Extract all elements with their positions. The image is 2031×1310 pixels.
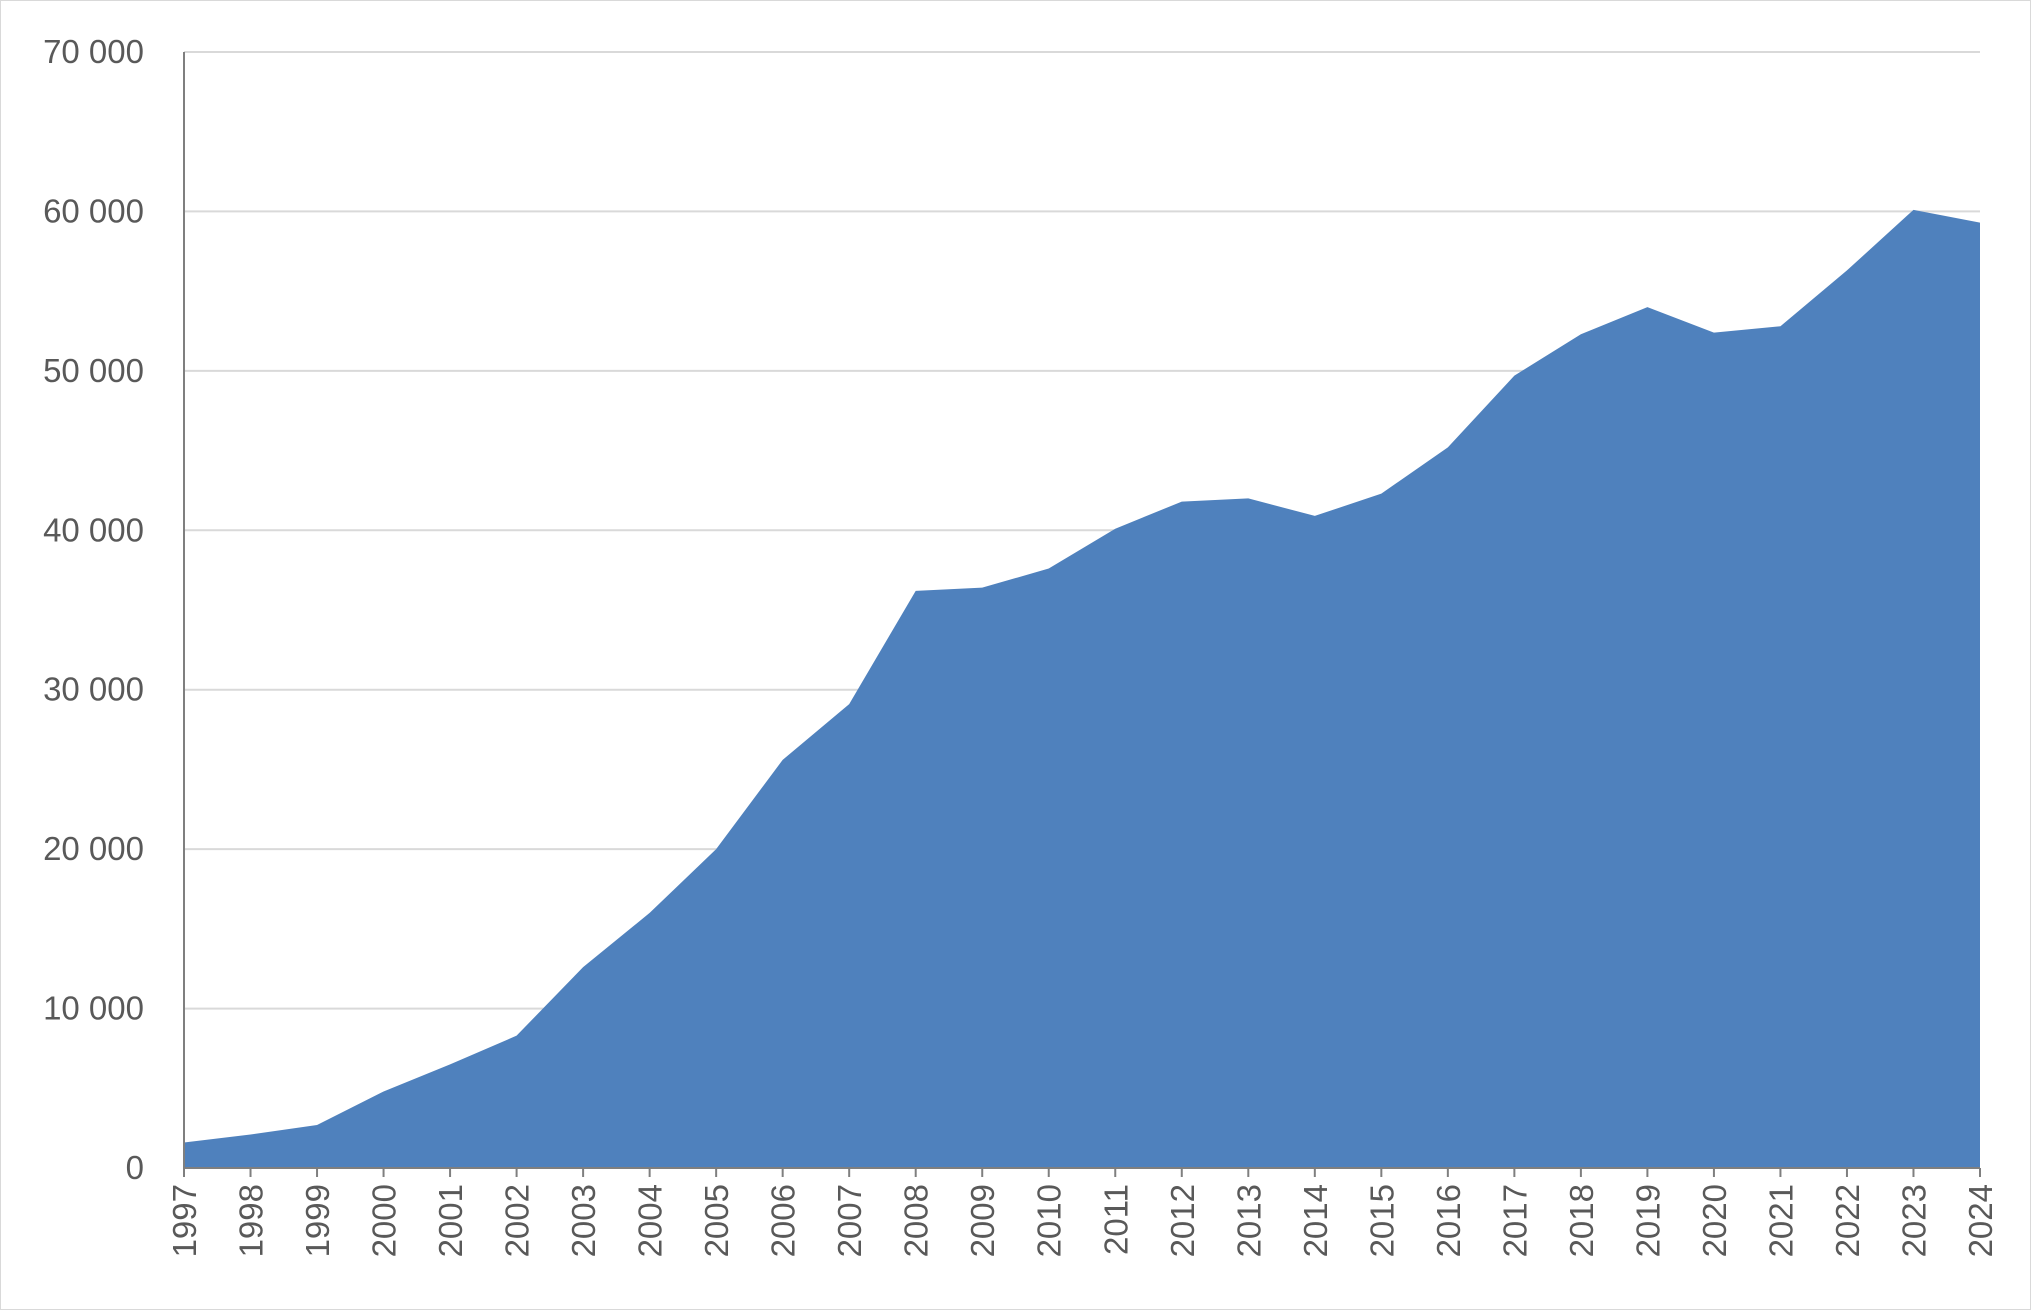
x-tick-label: 1997 xyxy=(166,1184,203,1257)
x-tick-label: 2005 xyxy=(698,1184,735,1257)
x-tick-label: 2020 xyxy=(1696,1184,1733,1257)
x-tick-label: 2006 xyxy=(765,1184,802,1257)
x-tick-label: 2016 xyxy=(1430,1184,1467,1257)
x-tick-label: 2019 xyxy=(1629,1184,1666,1257)
x-tick-label: 2018 xyxy=(1563,1184,1600,1257)
x-tick-label: 2011 xyxy=(1097,1184,1134,1255)
x-tick-label: 2004 xyxy=(632,1184,669,1257)
x-tick-label: 2007 xyxy=(831,1184,868,1257)
x-tick-label: 2017 xyxy=(1496,1184,1533,1257)
x-tick-label: 2014 xyxy=(1297,1184,1334,1257)
x-tick-label: 2010 xyxy=(1031,1184,1068,1257)
x-tick-label: 2015 xyxy=(1363,1184,1400,1257)
y-tick-label: 50 000 xyxy=(43,352,144,389)
x-tick-label: 2023 xyxy=(1895,1184,1932,1257)
x-tick-label: 1998 xyxy=(233,1184,270,1257)
area-series-0 xyxy=(184,209,1980,1168)
y-tick-label: 40 000 xyxy=(43,511,144,548)
x-tick-label: 1999 xyxy=(299,1184,336,1257)
x-tick-label: 2022 xyxy=(1829,1184,1866,1257)
x-tick-label: 2000 xyxy=(366,1184,403,1257)
plot-area xyxy=(184,209,1980,1168)
axes xyxy=(183,52,1981,1177)
x-tick-label: 2009 xyxy=(964,1184,1001,1257)
y-tick-label: 70 000 xyxy=(43,33,144,70)
x-tick-label: 2013 xyxy=(1230,1184,1267,1257)
y-tick-label: 60 000 xyxy=(43,192,144,229)
x-axis-tick-labels: 1997 1998 1999 2000 2001 2002 2003 2004 2005 2006… xyxy=(166,1184,1999,1257)
x-tick-label: 2002 xyxy=(499,1184,536,1257)
y-tick-label: 0 xyxy=(126,1149,144,1186)
y-tick-label: 30 000 xyxy=(43,671,144,708)
y-tick-label: 10 000 xyxy=(43,990,144,1027)
x-tick-label: 2003 xyxy=(565,1184,602,1257)
x-tick-label: 2008 xyxy=(898,1184,935,1257)
x-tick-label: 2001 xyxy=(432,1184,469,1257)
x-tick-label: 2012 xyxy=(1164,1184,1201,1257)
y-axis-tick-labels: 0 10 000 20 000 30 000 40 000 50 000 60 000 70 … xyxy=(43,33,144,1186)
x-tick-label: 2024 xyxy=(1962,1184,1999,1257)
x-tick-label: 2021 xyxy=(1762,1184,1799,1257)
y-tick-label: 20 000 xyxy=(43,830,144,867)
